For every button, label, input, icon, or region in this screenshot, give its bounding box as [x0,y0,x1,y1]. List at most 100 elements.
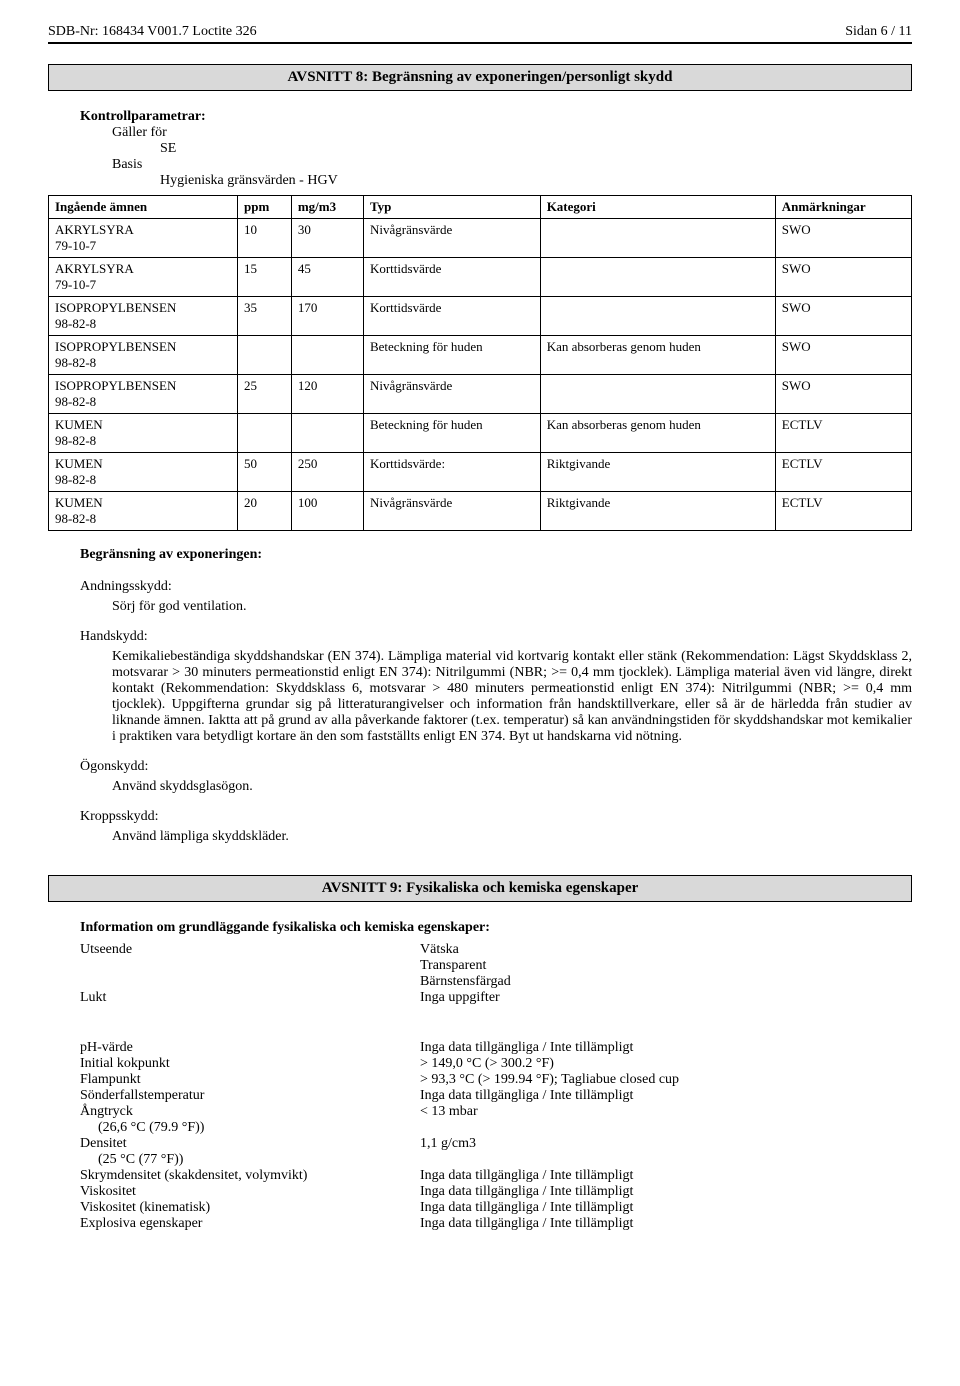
limits-cell: 170 [291,297,363,336]
limits-cell: Kan absorberas genom huden [540,414,775,453]
limits-cell [540,258,775,297]
table-row: ISOPROPYLBENSEN98-82-835170Korttidsvärde… [49,297,912,336]
kontroll-label: Kontrollparametrar: [80,109,912,125]
basis-label: Basis [112,157,142,172]
prop-value: Inga data tillgängliga / Inte tillämplig… [420,1088,912,1104]
prop-key: Viskositet (kinematisk) [80,1200,420,1216]
section8-title: AVSNITT 8: Begränsning av exponeringen/p… [48,64,912,91]
limits-cell [237,336,291,375]
prop-row: Flampunkt> 93,3 °C (> 199.94 °F); Taglia… [80,1072,912,1088]
limits-cell: 30 [291,219,363,258]
limits-cell: SWO [775,258,911,297]
andning-label: Andningsskydd: [80,579,912,595]
info-label: Information om grundläggande fysikaliska… [80,920,912,936]
prop-value: Inga data tillgängliga / Inte tillämplig… [420,1216,912,1232]
limits-cell: 35 [237,297,291,336]
limits-cell: Korttidsvärde [363,258,540,297]
limits-cell [291,336,363,375]
table-row: ISOPROPYLBENSEN98-82-825120Nivågränsvärd… [49,375,912,414]
limits-cell: Riktgivande [540,453,775,492]
prop-row: Explosiva egenskaperInga data tillgängli… [80,1216,912,1232]
limits-cell-name: AKRYLSYRA79-10-7 [49,219,238,258]
limits-cell: SWO [775,336,911,375]
prop-value: > 93,3 °C (> 199.94 °F); Tagliabue close… [420,1072,912,1088]
limits-cell-name: ISOPROPYLBENSEN98-82-8 [49,297,238,336]
prop-row: Transparent [80,958,912,974]
prop-value: 1,1 g/cm3 [420,1136,912,1152]
prop-row: pH-värdeInga data tillgängliga / Inte ti… [80,1040,912,1056]
limits-cell: SWO [775,375,911,414]
doc-header-left: SDB-Nr: 168434 V001.7 Loctite 326 [48,24,257,40]
prop-key: Ångtryck [80,1104,420,1120]
galler-value: SE [160,141,912,157]
andning-text: Sörj för god ventilation. [112,599,912,615]
limits-cell-name: ISOPROPYLBENSEN98-82-8 [49,336,238,375]
limits-cell: Nivågränsvärde [363,375,540,414]
prop-key: Flampunkt [80,1072,420,1088]
limits-cell-name: KUMEN98-82-8 [49,492,238,531]
basis-value: Hygieniska gränsvärden - HGV [160,173,912,189]
limits-cell: SWO [775,297,911,336]
limits-cell-name: AKRYLSYRA79-10-7 [49,258,238,297]
prop-key: Skrymdensitet (skakdensitet, volymvikt) [80,1168,420,1184]
prop-value: Inga data tillgängliga / Inte tillämplig… [420,1040,912,1056]
prop-key: Sönderfallstemperatur [80,1088,420,1104]
limits-cell: Riktgivande [540,492,775,531]
prop-key: Initial kokpunkt [80,1056,420,1072]
limits-cell: ECTLV [775,414,911,453]
prop-value: < 13 mbar [420,1104,912,1120]
limits-cell: 120 [291,375,363,414]
limits-cell [540,219,775,258]
prop-row: UtseendeVätska [80,942,912,958]
prop-value: Vätska [420,942,912,958]
limits-cell: Korttidsvärde: [363,453,540,492]
hand-label: Handskydd: [80,629,912,645]
kropp-label: Kroppsskydd: [80,809,912,825]
limits-cell: 50 [237,453,291,492]
prop-row: Initial kokpunkt> 149,0 °C (> 300.2 °F) [80,1056,912,1072]
limits-header: Typ [363,196,540,219]
prop-key: Densitet [80,1136,420,1152]
limits-cell: 20 [237,492,291,531]
limits-cell: Nivågränsvärde [363,492,540,531]
prop-row: Bärnstensfärgad [80,974,912,990]
galler-label: Gäller för [112,125,167,140]
prop-row: Densitet1,1 g/cm3 [80,1136,912,1152]
section9-title: AVSNITT 9: Fysikaliska och kemiska egens… [48,875,912,902]
prop-row: Ångtryck< 13 mbar [80,1104,912,1120]
prop-value: > 149,0 °C (> 300.2 °F) [420,1056,912,1072]
prop-row: Skrymdensitet (skakdensitet, volymvikt)I… [80,1168,912,1184]
table-row: AKRYLSYRA79-10-71545Korttidsvärde SWO [49,258,912,297]
limits-cell: 250 [291,453,363,492]
limits-cell: SWO [775,219,911,258]
limits-cell-name: KUMEN98-82-8 [49,414,238,453]
limits-header: Ingående ämnen [49,196,238,219]
prop-key: Explosiva egenskaper [80,1216,420,1232]
limits-cell: ECTLV [775,453,911,492]
limits-cell: 10 [237,219,291,258]
limits-cell: Beteckning för huden [363,414,540,453]
table-row: KUMEN98-82-850250Korttidsvärde:Riktgivan… [49,453,912,492]
limits-table: Ingående ämnenppmmg/m3TypKategoriAnmärkn… [48,195,912,531]
doc-header-right: Sidan 6 / 11 [845,24,912,40]
prop-subkey: (26,6 °C (79.9 °F)) [98,1120,438,1136]
prop-row: SönderfallstemperaturInga data tillgängl… [80,1088,912,1104]
limits-cell: Korttidsvärde [363,297,540,336]
prop-row: Viskositet (kinematisk)Inga data tillgän… [80,1200,912,1216]
limits-cell [540,375,775,414]
prop-value: Bärnstensfärgad [420,974,912,990]
prop-key [80,974,420,990]
prop-key: Utseende [80,942,420,958]
limits-cell: 45 [291,258,363,297]
limits-cell: 100 [291,492,363,531]
header-rule [48,42,912,44]
table-row: KUMEN98-82-820100NivågränsvärdeRiktgivan… [49,492,912,531]
prop-key: Viskositet [80,1184,420,1200]
prop-subkey: (25 °C (77 °F)) [98,1152,438,1168]
limits-header: mg/m3 [291,196,363,219]
limits-cell: 15 [237,258,291,297]
prop-row: LuktInga uppgifter [80,990,912,1006]
kropp-text: Använd lämpliga skyddskläder. [112,829,912,845]
hand-text: Kemikaliebeständiga skyddshandskar (EN 3… [112,649,912,745]
ogon-label: Ögonskydd: [80,759,912,775]
